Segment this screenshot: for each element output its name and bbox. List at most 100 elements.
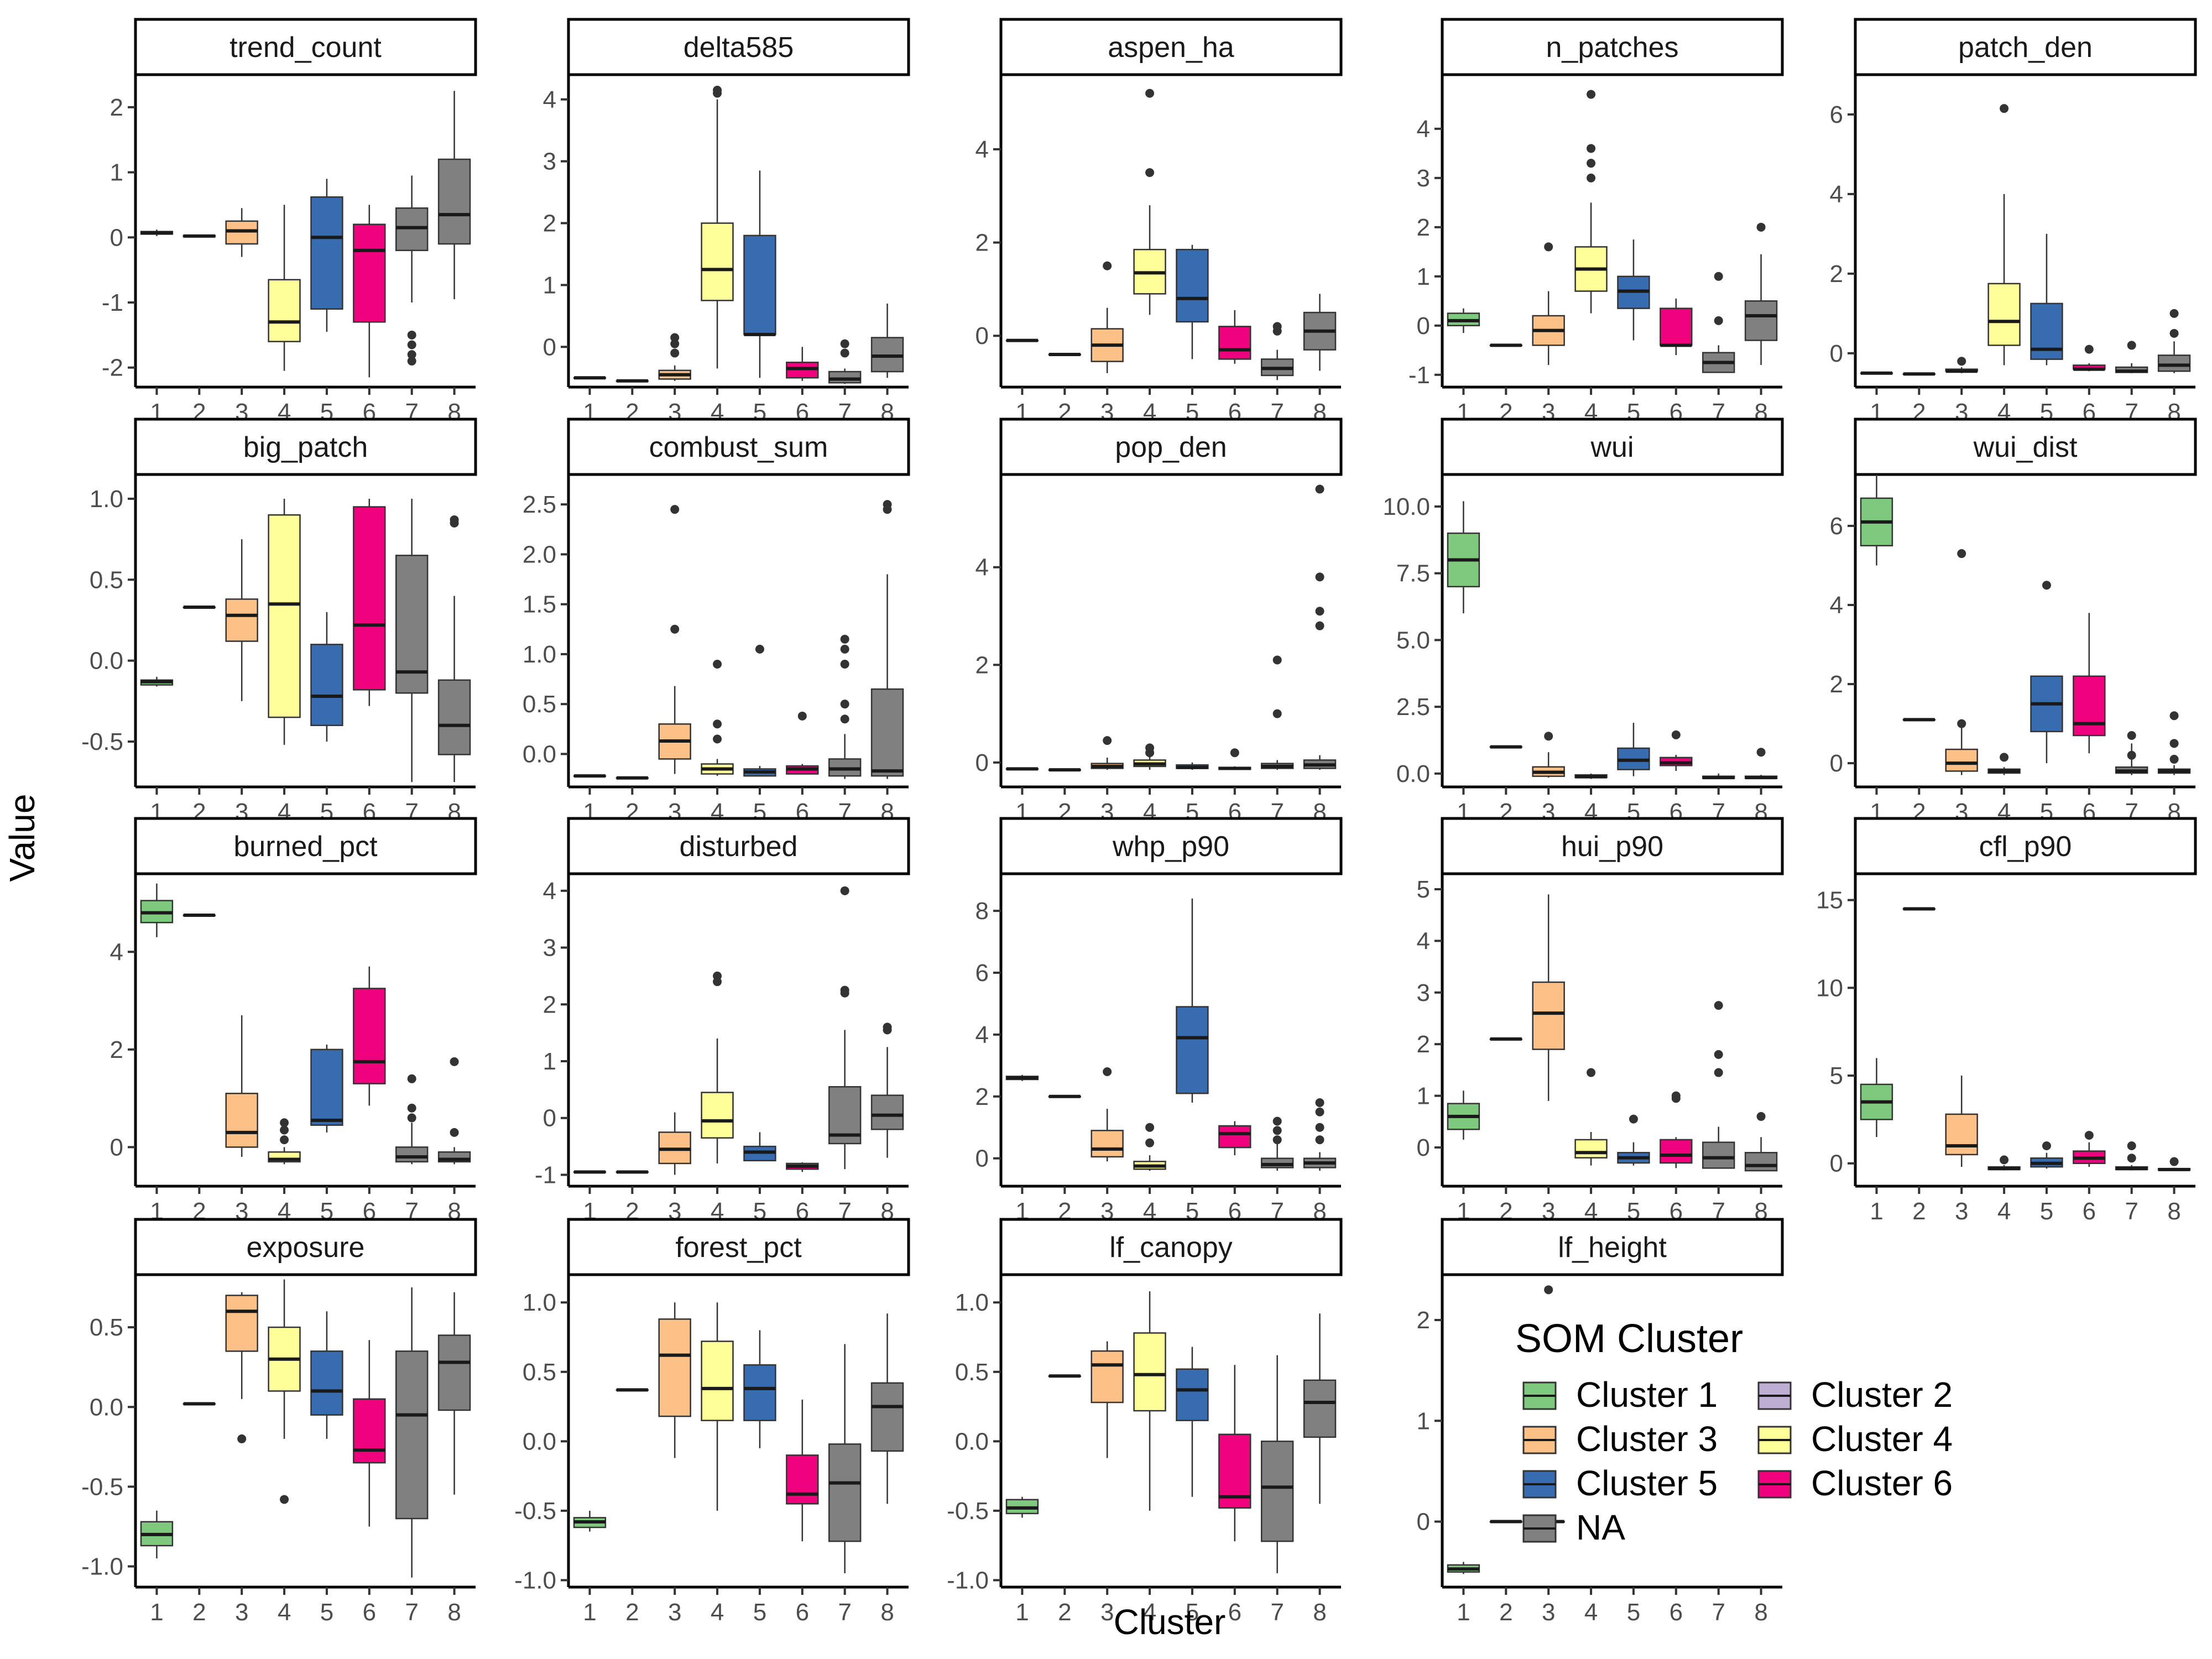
y-tick-label: 1.0 <box>523 641 556 668</box>
outlier-point <box>237 1434 247 1443</box>
box-trend_count-cluster-4 <box>268 205 301 371</box>
box-disturbed-cluster-4 <box>701 971 734 1164</box>
box-pop_den-cluster-8 <box>1303 484 1337 770</box>
box-wui-cluster-5 <box>1617 723 1650 776</box>
iqr-box <box>1260 1441 1294 1542</box>
box-trend_count-cluster-5 <box>310 179 343 332</box>
x-tick-label: 8 <box>447 1599 461 1626</box>
outlier-point <box>1315 1135 1324 1145</box>
outlier-point <box>840 886 849 895</box>
y-tick-label: 4 <box>1417 116 1430 143</box>
legend-label: Cluster 2 <box>1811 1375 1953 1415</box>
y-tick-label: 6 <box>975 959 989 987</box>
outlier-point <box>1272 1117 1282 1126</box>
y-tick-label: 4 <box>1830 592 1843 619</box>
box-wui_dist-cluster-4 <box>1987 753 2021 775</box>
legend-label: NA <box>1576 1507 1625 1547</box>
y-tick-label: 1 <box>543 1048 556 1075</box>
outlier-point <box>1714 316 1723 325</box>
box-wui_dist-cluster-5 <box>2030 581 2063 764</box>
strip-wui <box>1441 418 1784 476</box>
y-tick-label: 1.0 <box>523 1289 556 1316</box>
iqr-box <box>1702 1141 1735 1169</box>
x-tick-label: 6 <box>363 1599 376 1626</box>
strip-hui_p90 <box>1441 817 1784 875</box>
box-hui_p90-cluster-3 <box>1532 894 1565 1101</box>
outlier-point <box>840 700 849 709</box>
y-tick-label: 7.5 <box>1396 560 1430 587</box>
y-tick-label: 2 <box>110 94 123 121</box>
iqr-box <box>701 222 734 301</box>
box-wui_dist-cluster-8 <box>2157 711 2191 775</box>
strip-label-wui: wui <box>1590 431 1634 463</box>
outlier-point <box>1714 1001 1723 1010</box>
box-n_patches-cluster-8 <box>1744 222 1778 365</box>
outlier-point <box>2169 1157 2179 1166</box>
iqr-box <box>353 988 386 1084</box>
y-tick-label: 2 <box>975 229 989 257</box>
iqr-box <box>395 555 429 694</box>
y-tick-label: 0 <box>975 749 989 776</box>
y-tick-label: 0.0 <box>1396 760 1430 787</box>
y-tick-label: 8 <box>975 898 989 925</box>
box-disturbed-cluster-7 <box>828 886 862 1170</box>
outlier-point <box>2000 753 2009 762</box>
box-disturbed-cluster-5 <box>743 1132 776 1162</box>
y-tick-label: 4 <box>1830 181 1843 208</box>
x-tick-label: 8 <box>2167 1198 2180 1225</box>
outlier-point <box>1544 1285 1553 1295</box>
iqr-box <box>225 1093 258 1148</box>
strip-patch_den <box>1854 18 2197 76</box>
outlier-point <box>1587 173 1596 182</box>
box-big_patch-cluster-4 <box>268 498 301 745</box>
iqr-box <box>1574 1139 1608 1159</box>
outlier-point <box>1145 1123 1155 1132</box>
legend-item: Cluster 1 <box>1522 1375 1718 1415</box>
box-forest_pct-cluster-1 <box>573 1510 607 1532</box>
box-n_patches-cluster-2 <box>1489 343 1523 347</box>
box-wui_dist-cluster-7 <box>2115 731 2148 775</box>
y-tick-label: 0 <box>543 333 556 361</box>
box-wui_dist-cluster-3 <box>1945 549 1978 775</box>
outlier-point <box>1629 1114 1638 1124</box>
iqr-box <box>2073 675 2106 737</box>
y-tick-label: 4 <box>975 1021 989 1048</box>
outlier-point <box>407 356 416 366</box>
outlier-point <box>1272 655 1282 665</box>
box-whp_p90-cluster-4 <box>1133 1123 1166 1171</box>
y-tick-label: 2 <box>1830 671 1843 698</box>
iqr-box <box>1945 748 1978 772</box>
iqr-box <box>437 1334 471 1411</box>
strip-label-combust_sum: combust_sum <box>649 431 828 463</box>
y-tick-label: 3 <box>543 935 556 962</box>
outlier-point <box>713 659 722 669</box>
outlier-point <box>2169 711 2179 721</box>
box-delta585-cluster-2 <box>615 379 649 383</box>
iqr-box <box>1532 981 1565 1050</box>
strip-label-delta585: delta585 <box>684 32 794 64</box>
iqr-box <box>225 1295 258 1352</box>
x-tick-label: 7 <box>2125 1198 2138 1225</box>
box-disturbed-cluster-3 <box>658 1112 691 1175</box>
iqr-box <box>310 1048 343 1126</box>
strip-lf_height <box>1441 1218 1784 1276</box>
box-pop_den-cluster-4 <box>1133 743 1166 770</box>
box-lf_canopy-cluster-3 <box>1091 1341 1124 1458</box>
y-tick-label: 0.5 <box>90 1314 123 1341</box>
x-tick-label: 1 <box>1457 1599 1470 1626</box>
y-tick-label: -1 <box>1408 362 1430 389</box>
x-tick-label: 7 <box>405 1599 418 1626</box>
iqr-box <box>870 688 904 777</box>
strip-combust_sum <box>567 418 910 476</box>
y-tick-label: 1 <box>1417 1407 1430 1434</box>
box-burned_pct-cluster-6 <box>353 966 386 1106</box>
box-exposure-cluster-5 <box>310 1311 343 1439</box>
box-patch_den-cluster-5 <box>2030 233 2063 366</box>
box-aspen_ha-cluster-7 <box>1260 322 1294 380</box>
iqr-box <box>1091 1350 1124 1404</box>
